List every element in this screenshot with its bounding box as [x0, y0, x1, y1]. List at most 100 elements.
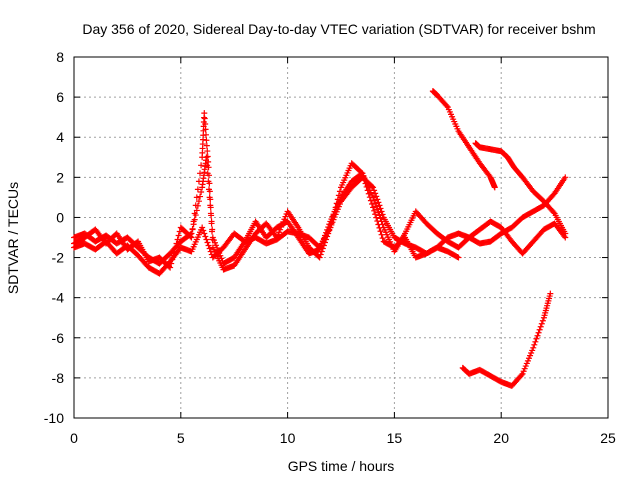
data-point — [193, 194, 200, 201]
data-point — [203, 137, 210, 144]
data-point — [190, 218, 197, 225]
data-point — [191, 210, 198, 217]
x-tick-label: 20 — [493, 430, 509, 446]
data-point — [188, 234, 195, 241]
data-point — [368, 183, 375, 190]
data-point — [534, 332, 541, 339]
data-point — [379, 235, 386, 242]
data-point — [373, 193, 380, 200]
data-point — [529, 347, 536, 354]
data-point — [189, 226, 196, 233]
data-point — [531, 341, 538, 348]
data-point — [208, 228, 215, 235]
data-point — [195, 178, 202, 185]
data-point — [366, 194, 373, 201]
data-point — [206, 245, 213, 252]
data-point — [376, 224, 383, 231]
data-point — [167, 264, 174, 271]
data-point — [539, 317, 546, 324]
x-tick-label: 10 — [280, 430, 296, 446]
y-tick-label: 0 — [56, 209, 64, 225]
x-axis-label: GPS time / hours — [288, 458, 395, 474]
data-point — [207, 196, 214, 203]
data-point — [378, 208, 385, 215]
data-points — [71, 88, 569, 389]
series-track-2 — [71, 110, 569, 273]
x-ticks: 0 5 10 15 20 25 — [70, 57, 616, 446]
data-point — [377, 228, 384, 235]
data-point — [528, 350, 535, 357]
data-point — [364, 187, 371, 194]
data-point — [374, 206, 381, 213]
data-point — [520, 368, 527, 375]
x-tick-label: 5 — [177, 430, 185, 446]
data-point — [319, 238, 326, 245]
data-point — [206, 180, 213, 187]
y-tick-label: -2 — [52, 250, 65, 266]
data-point — [173, 240, 180, 247]
data-point — [537, 323, 544, 330]
data-point — [206, 188, 213, 195]
data-point — [187, 233, 194, 240]
data-point — [201, 110, 208, 117]
y-ticks: -10 -8 -6 -4 -2 0 2 4 6 8 — [44, 49, 608, 426]
data-point — [491, 184, 498, 191]
data-point — [204, 153, 211, 160]
y-tick-label: 4 — [56, 129, 64, 145]
data-point — [282, 213, 289, 220]
x-tick-label: 25 — [600, 430, 616, 446]
data-point — [373, 203, 380, 210]
data-point — [324, 226, 331, 233]
y-tick-label: -6 — [52, 330, 65, 346]
data-point — [360, 173, 367, 180]
chart-title: Day 356 of 2020, Sidereal Day-to-day VTE… — [82, 21, 595, 37]
data-point — [376, 202, 383, 209]
data-point — [373, 214, 380, 221]
data-point — [375, 199, 382, 206]
data-point — [374, 218, 381, 225]
data-point — [377, 205, 384, 212]
data-point — [376, 212, 383, 219]
data-point — [172, 244, 179, 251]
data-point — [213, 242, 220, 249]
data-point — [317, 251, 324, 258]
data-point — [202, 126, 209, 133]
y-tick-label: 6 — [56, 89, 64, 105]
data-point — [372, 190, 379, 197]
data-point — [521, 365, 528, 372]
data-point — [378, 231, 385, 238]
series-track-5 — [472, 140, 569, 237]
data-point — [443, 102, 450, 109]
data-point — [359, 170, 366, 177]
data-point — [202, 120, 209, 127]
data-point — [203, 142, 210, 149]
data-point — [536, 326, 543, 333]
data-point — [562, 174, 569, 181]
data-point — [205, 172, 212, 179]
data-point — [197, 170, 204, 177]
data-point — [320, 235, 327, 242]
data-point — [205, 158, 212, 165]
data-point — [208, 220, 215, 227]
data-point — [518, 372, 525, 379]
data-point — [197, 193, 204, 200]
data-point — [198, 162, 205, 169]
data-point — [535, 329, 542, 336]
data-point — [547, 290, 554, 297]
data-point — [454, 253, 461, 260]
data-point — [208, 212, 215, 219]
data-point — [365, 190, 372, 197]
series-track-3 — [71, 170, 462, 277]
data-point — [323, 229, 330, 236]
data-point — [361, 177, 368, 184]
data-point — [367, 197, 374, 204]
data-point — [532, 338, 539, 345]
data-point — [372, 211, 379, 218]
data-point — [379, 211, 386, 218]
data-point — [525, 355, 532, 362]
data-point — [326, 221, 333, 228]
data-point — [175, 232, 182, 239]
y-tick-label: -8 — [52, 370, 65, 386]
data-point — [524, 357, 531, 364]
